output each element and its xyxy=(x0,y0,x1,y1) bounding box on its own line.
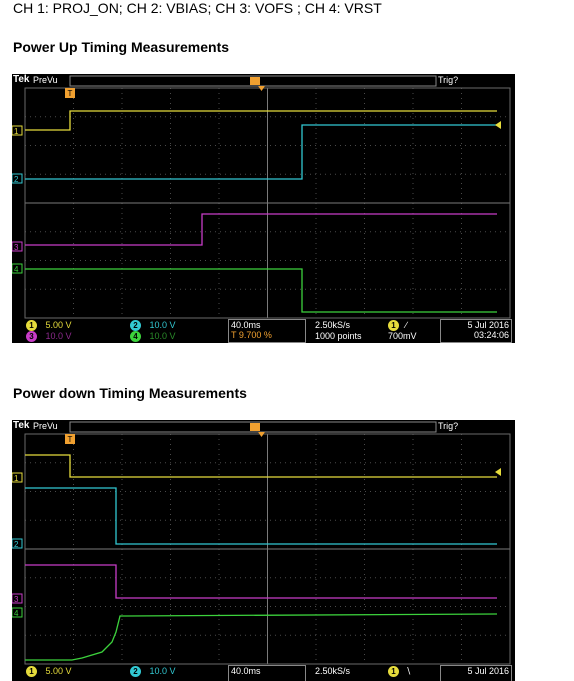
svg-text:3: 3 xyxy=(14,243,19,252)
ch3-trace xyxy=(25,564,497,599)
brand-label: Tek xyxy=(13,420,30,431)
power-up-oscilloscope-screenshot: T 1 2 3 4 Tek PreVu Trig? 1 5.00 V 3 10.… xyxy=(12,74,515,343)
ch2-scale-readout: 2 10.0 V xyxy=(130,320,176,331)
channel-legend-text: CH 1: PROJ_ON; CH 2: VBIAS; CH 3: VOFS ;… xyxy=(13,0,382,16)
ch1-scale-readout: 1 5.00 V xyxy=(26,320,72,331)
ch4-trace xyxy=(25,268,497,313)
trigger-source-readout: 1 ∖ xyxy=(388,666,411,677)
ch1-scale-readout: 1 5.00 V xyxy=(26,666,72,677)
svg-text:1: 1 xyxy=(14,127,19,136)
ch2-badge: 2 xyxy=(130,666,141,677)
ch4-scale-readout: 4 10.0 V xyxy=(130,331,176,342)
svg-text:T: T xyxy=(68,89,73,98)
acquisition-mode: PreVu xyxy=(33,421,58,431)
svg-text:T: T xyxy=(68,435,73,444)
trigger-level-marker xyxy=(495,121,501,129)
sample-rate: 2.50kS/s xyxy=(315,666,351,676)
ch4-trace xyxy=(25,613,498,661)
graticule xyxy=(24,87,511,319)
ch4-badge: 4 xyxy=(130,331,141,342)
trigger-status: Trig? xyxy=(438,421,459,431)
trigger-t-marker xyxy=(65,434,75,444)
trigger-position-marker xyxy=(250,77,260,85)
ch3-badge: 3 xyxy=(26,331,37,342)
ch2-badge: 2 xyxy=(130,320,141,331)
power-down-oscilloscope-screenshot: T 1 2 3 4 Tek PreVu Trig? 1 5.00 V 2 10.… xyxy=(12,420,515,681)
power-up-waveform-plot: T 1 2 3 4 xyxy=(12,75,511,343)
svg-text:2: 2 xyxy=(14,175,19,184)
acquisition-mode: PreVu xyxy=(33,75,58,85)
ch3-scale-readout: 3 10.0 V xyxy=(26,331,72,342)
ch1-trace xyxy=(25,110,497,131)
ch2-ground-marker: 2 xyxy=(12,173,23,184)
ch1-ground-marker: 1 xyxy=(12,472,23,483)
ch1-ground-marker: 1 xyxy=(12,125,23,136)
ch3-ground-marker: 3 xyxy=(12,241,23,252)
power-down-heading: Power down Timing Measurements xyxy=(13,385,247,401)
date-time-box: 5 Jul 2016 xyxy=(440,665,512,681)
falling-edge-icon: ∖ xyxy=(405,666,412,676)
svg-text:3: 3 xyxy=(14,595,19,604)
ch1-badge: 1 xyxy=(26,666,37,677)
graticule xyxy=(24,433,511,665)
ch3-ground-marker: 3 xyxy=(12,593,23,604)
ch1-trace xyxy=(25,454,497,478)
trigger-point-icon xyxy=(258,432,265,437)
date-time-box: 5 Jul 2016 03:24:06 xyxy=(440,319,512,343)
ch2-scale-readout: 2 10.0 V xyxy=(130,666,176,677)
trigger-t-marker xyxy=(65,88,75,98)
svg-text:4: 4 xyxy=(14,265,19,274)
svg-text:1: 1 xyxy=(14,474,19,483)
ch2-trace xyxy=(25,487,497,545)
trigger-status: Trig? xyxy=(438,75,459,85)
trigger-position-marker xyxy=(250,423,260,431)
power-down-waveform-plot: T 1 2 3 4 xyxy=(12,421,511,665)
power-up-heading: Power Up Timing Measurements xyxy=(13,39,230,55)
trigger-source-readout: 1 ∕ xyxy=(388,320,407,331)
sample-rate: 2.50kS/s xyxy=(315,320,351,330)
svg-text:4: 4 xyxy=(14,609,19,618)
ch4-ground-marker: 4 xyxy=(12,607,23,618)
svg-text:2: 2 xyxy=(14,540,19,549)
brand-label: Tek xyxy=(13,74,30,85)
ch1-badge: 1 xyxy=(26,320,37,331)
trigger-point-icon xyxy=(258,86,265,91)
timebase-box: 40.0ms T 9.700 % xyxy=(228,319,306,343)
timebase-box: 40.0ms xyxy=(228,665,306,681)
trigger-level: 700mV xyxy=(388,331,417,341)
record-length: 1000 points xyxy=(315,331,362,341)
ch2-trace xyxy=(25,124,497,180)
rising-edge-icon: ∕ xyxy=(405,320,408,330)
trigger-level-marker xyxy=(495,468,501,476)
ch3-trace xyxy=(25,213,497,246)
ch4-ground-marker: 4 xyxy=(12,263,23,274)
ch2-ground-marker: 2 xyxy=(12,538,23,549)
trigger-offset-icon: T xyxy=(231,330,237,340)
